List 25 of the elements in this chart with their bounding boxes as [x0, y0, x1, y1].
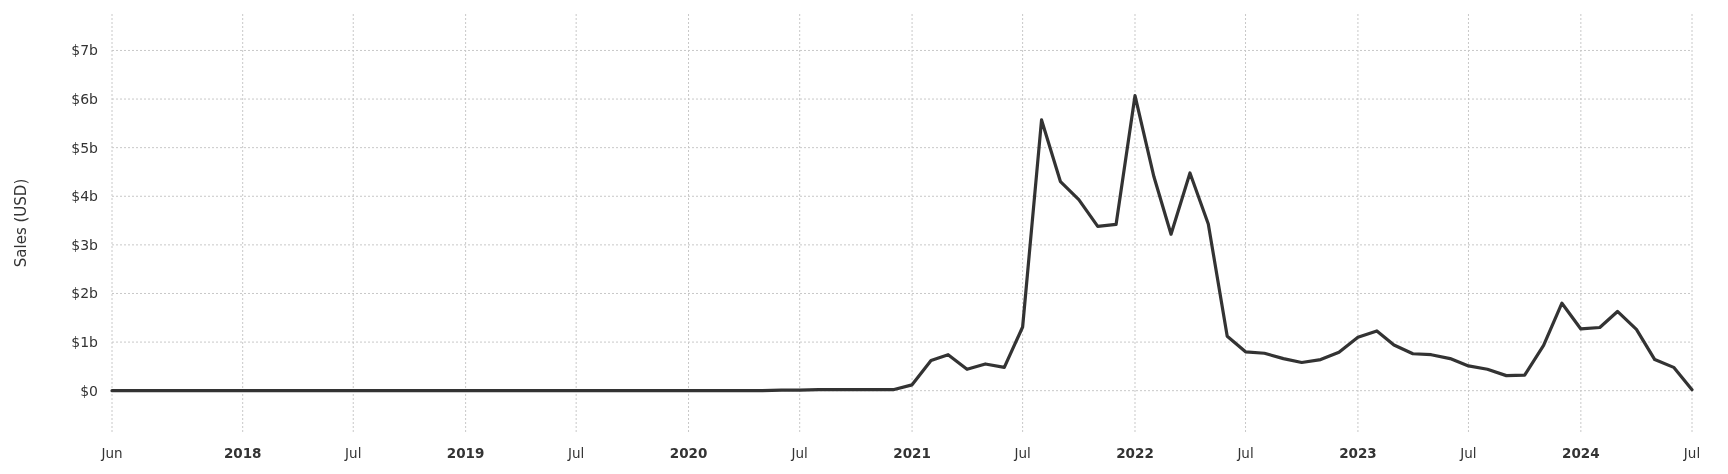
x-tick-label: Jun: [100, 445, 123, 461]
y-axis-title: Sales (USD): [12, 178, 30, 268]
x-tick-label: Jul: [790, 445, 808, 461]
x-tick-label: Jul: [344, 445, 362, 461]
x-tick-label: 2019: [446, 445, 485, 461]
y-tick-label: $1b: [71, 333, 99, 350]
y-tick-label: $5b: [71, 139, 99, 156]
y-tick-label: $3b: [71, 236, 99, 253]
x-tick-label: 2024: [1562, 445, 1600, 461]
y-tick-label: $2b: [71, 285, 99, 302]
x-tick-label: 2020: [669, 445, 708, 461]
x-tick-label: Jul: [1013, 445, 1031, 461]
x-tick-label: 2023: [1339, 445, 1377, 461]
x-tick-label: Jul: [567, 445, 585, 461]
y-tick-label: $0: [80, 382, 98, 399]
line-series: [110, 94, 1694, 393]
x-tick-label: 2022: [1116, 445, 1154, 461]
x-tick-label: 2021: [893, 445, 931, 461]
y-tick-label: $7b: [71, 42, 99, 59]
x-tick-label: 2018: [223, 445, 262, 461]
x-tick-label: Jul: [1682, 445, 1701, 461]
y-tick-label: $4b: [71, 188, 99, 205]
y-tick-label: $6b: [71, 90, 99, 107]
x-tick-label: Jul: [1236, 445, 1254, 461]
x-tick-label: Jul: [1459, 445, 1477, 461]
